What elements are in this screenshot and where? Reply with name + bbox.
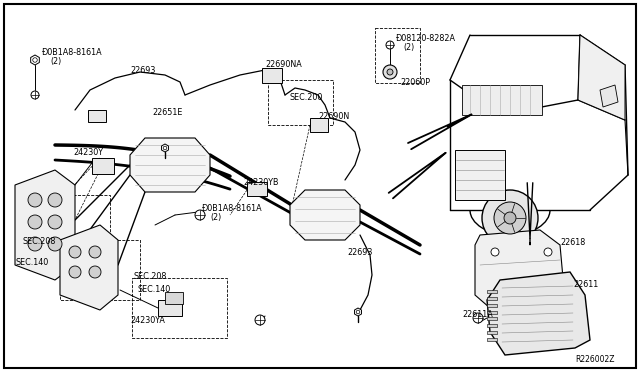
Bar xyxy=(487,311,497,314)
Text: SEC.208: SEC.208 xyxy=(133,272,166,281)
Circle shape xyxy=(89,246,101,258)
Bar xyxy=(487,304,497,307)
Bar xyxy=(310,118,328,132)
Polygon shape xyxy=(161,144,168,152)
Circle shape xyxy=(255,315,265,325)
Circle shape xyxy=(48,215,62,229)
Text: 22693: 22693 xyxy=(347,248,372,257)
Bar xyxy=(20,195,110,250)
Bar xyxy=(487,324,497,327)
Bar xyxy=(462,85,542,115)
Bar xyxy=(158,300,182,316)
Circle shape xyxy=(195,210,205,220)
Text: Ð08120-8282A: Ð08120-8282A xyxy=(396,34,456,43)
Text: 22611: 22611 xyxy=(573,280,598,289)
Text: 22690N: 22690N xyxy=(318,112,349,121)
Bar xyxy=(487,290,497,293)
Circle shape xyxy=(482,190,538,246)
Bar xyxy=(247,182,267,196)
Bar xyxy=(487,338,497,341)
Circle shape xyxy=(491,248,499,256)
Text: 22060P: 22060P xyxy=(400,78,430,87)
Circle shape xyxy=(48,193,62,207)
Text: (2): (2) xyxy=(50,57,61,66)
Bar xyxy=(132,278,227,338)
Circle shape xyxy=(544,248,552,256)
Circle shape xyxy=(163,146,167,150)
Polygon shape xyxy=(31,55,39,65)
Circle shape xyxy=(504,212,516,224)
Circle shape xyxy=(28,215,42,229)
Polygon shape xyxy=(290,190,360,240)
Text: 22693: 22693 xyxy=(130,66,156,75)
Text: 24230YB: 24230YB xyxy=(243,178,278,187)
Polygon shape xyxy=(60,225,118,310)
Bar xyxy=(455,150,505,200)
Bar xyxy=(487,317,497,320)
Circle shape xyxy=(28,237,42,251)
Circle shape xyxy=(31,91,39,99)
Polygon shape xyxy=(130,138,210,192)
Text: SEC.140: SEC.140 xyxy=(138,285,172,294)
Text: 24230Y: 24230Y xyxy=(73,148,103,157)
Text: R226002Z: R226002Z xyxy=(575,355,614,364)
Text: SEC.140: SEC.140 xyxy=(15,258,48,267)
Text: 22618: 22618 xyxy=(560,238,585,247)
Text: 22611A: 22611A xyxy=(462,310,493,319)
Text: Ð0B1A8-8161A: Ð0B1A8-8161A xyxy=(202,204,262,213)
Text: 22690NA: 22690NA xyxy=(265,60,301,69)
Circle shape xyxy=(33,58,37,62)
Circle shape xyxy=(494,202,526,234)
Bar xyxy=(165,292,183,304)
Text: 24230YA: 24230YA xyxy=(130,316,165,325)
Bar xyxy=(60,240,140,300)
Text: (2): (2) xyxy=(210,213,221,222)
Circle shape xyxy=(48,237,62,251)
Text: SEC.200: SEC.200 xyxy=(290,93,323,102)
Circle shape xyxy=(387,69,393,75)
Circle shape xyxy=(69,266,81,278)
Bar xyxy=(262,68,282,83)
Bar xyxy=(90,110,104,120)
Polygon shape xyxy=(578,35,625,120)
Bar xyxy=(88,110,106,122)
Polygon shape xyxy=(15,170,75,280)
Polygon shape xyxy=(600,85,618,107)
Polygon shape xyxy=(355,308,362,316)
Text: Ð0B1A8-8161A: Ð0B1A8-8161A xyxy=(42,48,102,57)
Polygon shape xyxy=(487,272,590,355)
Bar xyxy=(92,158,114,174)
Text: SEC.208: SEC.208 xyxy=(22,237,56,246)
Circle shape xyxy=(89,266,101,278)
Circle shape xyxy=(473,313,483,323)
Circle shape xyxy=(386,41,394,49)
Circle shape xyxy=(28,193,42,207)
Polygon shape xyxy=(475,230,565,308)
Bar xyxy=(268,80,333,125)
Bar xyxy=(487,331,497,334)
Circle shape xyxy=(383,65,397,79)
Bar xyxy=(487,297,497,300)
Bar xyxy=(375,28,420,83)
Circle shape xyxy=(69,246,81,258)
Text: 22651E: 22651E xyxy=(152,108,182,117)
Circle shape xyxy=(356,310,360,314)
Text: (2): (2) xyxy=(403,43,414,52)
